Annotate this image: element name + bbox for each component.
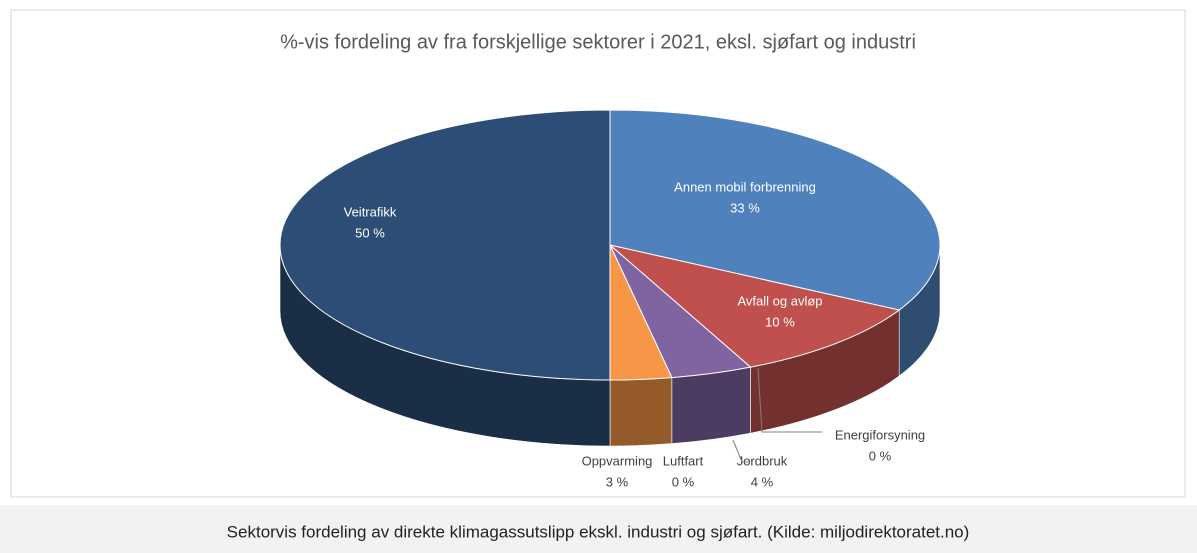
caption-band [0,505,1197,553]
slice [609,109,941,311]
slice-side [671,366,751,444]
slice-value: 0 % [869,448,892,463]
pie-tops [279,109,941,381]
slice-name: Oppvarming [582,453,653,468]
slice-side [609,377,673,447]
chart-title: %-vis fordeling av fra forskjellige sekt… [280,31,916,53]
slice-value: 4 % [751,474,774,489]
slice-name: Luftfart [663,453,704,468]
slice-value: 10 % [765,314,795,329]
data-labels: Annen mobil forbrenning 33 % Avfall og avl… [344,179,926,489]
slice-name: Avfall og avløp [737,293,822,308]
caption: Sektorvis fordeling av direkte klimagass… [227,522,970,541]
slice-name: Annen mobil forbrenning [674,179,816,194]
leader-line [732,439,748,463]
slice-name: Jordbruk [737,453,788,468]
slice-value: 50 % [355,225,385,240]
slice [609,244,901,368]
slice-name: Energiforsyning [835,427,925,442]
slice [279,109,611,381]
slice-name: Veitrafikk [344,204,397,219]
leader-line [757,367,822,433]
slice-value: 0 % [672,474,695,489]
slice-value: 3 % [606,474,629,489]
slice-value: 33 % [730,200,760,215]
pie-sides [279,244,941,447]
